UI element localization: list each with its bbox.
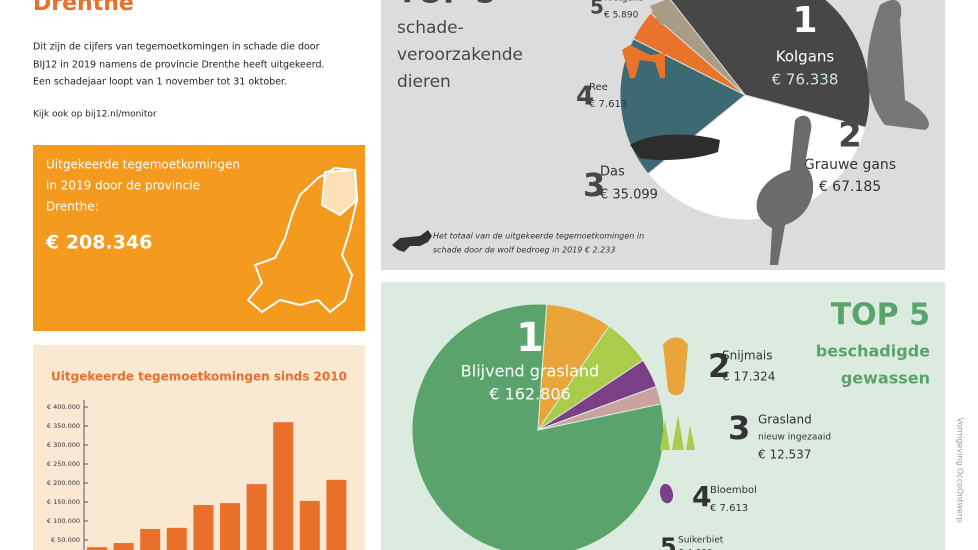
bar <box>166 527 187 550</box>
category-label: Snijmais <box>722 349 773 363</box>
value-label: € 4.666 <box>678 549 713 550</box>
rank: 1 <box>516 315 544 361</box>
bar <box>246 484 267 550</box>
summary-label: Drenthe: <box>46 200 99 214</box>
bar <box>220 503 240 550</box>
decor-icon <box>622 45 665 78</box>
animals-subtitle: veroorzakende <box>397 45 523 65</box>
decor-icon <box>659 483 674 504</box>
y-tick-label: € 350.000 <box>47 422 80 430</box>
value-label: € 7.613 <box>710 503 748 514</box>
intro-line: Een schadejaar loopt van 1 november tot … <box>33 77 287 88</box>
rank: 3 <box>583 166 605 204</box>
decor-icon <box>630 134 720 160</box>
category-label: Suikerbiet <box>678 536 724 546</box>
bar <box>193 505 214 550</box>
value-label: € 12.537 <box>758 448 811 462</box>
intro-line: BIJ12 in 2019 namens de provincie Drenth… <box>33 60 325 71</box>
summary-box <box>33 145 365 331</box>
animals-subtitle: dieren <box>397 72 451 92</box>
y-tick-label: € 50.000 <box>51 536 80 544</box>
pie-slice <box>537 385 662 431</box>
crops-subtitle: beschadigde <box>816 342 930 361</box>
y-tick-label: € 100.000 <box>47 517 80 525</box>
map-drenthe <box>320 168 359 217</box>
page-title: Drenthe <box>33 0 134 16</box>
summary-label: in 2019 door de provincie <box>46 179 200 193</box>
bar <box>87 547 107 550</box>
category-label: Ree <box>589 82 608 93</box>
bar <box>140 528 161 550</box>
intro-line: Dit zijn de cijfers van tegemoetkomingen… <box>33 42 320 53</box>
rank: 5 <box>660 533 677 550</box>
value-label: € 7.613 <box>589 99 627 110</box>
bar <box>273 422 294 550</box>
y-tick-label: € 400.000 <box>47 403 80 411</box>
category-label: Blijvend grasland <box>461 362 599 381</box>
rank: 2 <box>708 347 730 385</box>
bar-chart-title: Uitgekeerde tegemoetkomingen sinds 2010 <box>51 370 347 384</box>
value-label: € 35.099 <box>600 188 658 203</box>
rank: 3 <box>728 409 750 447</box>
category-label: Das <box>600 165 625 180</box>
animals-title: TOP 5 <box>397 0 496 11</box>
value-label: € 67.185 <box>819 179 881 195</box>
value-label: € 5.890 <box>604 11 639 21</box>
category-note: nieuw ingezaaid <box>758 433 831 443</box>
wolf-icon <box>392 230 432 252</box>
rank: 4 <box>576 82 594 112</box>
animals-subtitle: schade- <box>397 18 464 38</box>
category-label: Bloembol <box>710 485 757 496</box>
value-label: € 162.806 <box>489 385 570 404</box>
decor-icon <box>756 115 814 265</box>
credit: Vormgeving OccoOntwerp <box>956 418 965 523</box>
summary-label: Uitgekeerde tegemoetkomingen <box>46 158 240 172</box>
decor-icon <box>660 415 695 450</box>
crops-title: TOP 5 <box>831 298 930 333</box>
decor-icon <box>650 0 678 25</box>
crops-subtitle: gewassen <box>841 369 930 388</box>
category-label: Grasland <box>758 413 812 427</box>
y-tick-label: € 250.000 <box>47 460 80 468</box>
y-tick-label: € 300.000 <box>47 441 80 449</box>
bar <box>299 500 320 550</box>
category-label: Kolgans <box>776 48 835 66</box>
category-label: Rietgans <box>604 0 644 4</box>
wolf-note: schade door de wolf bedroeg in 2019 € 2.… <box>433 246 615 255</box>
value-label: € 76.338 <box>772 71 839 89</box>
y-tick-label: € 200.000 <box>47 479 80 487</box>
rank: 2 <box>838 116 862 156</box>
bar <box>326 479 347 550</box>
bar <box>113 543 134 550</box>
rank: 5 <box>590 0 604 19</box>
decor-icon <box>867 0 929 130</box>
decor-icon <box>663 337 688 396</box>
y-tick-label: € 150.000 <box>47 498 80 506</box>
category-label: Grauwe gans <box>804 157 896 173</box>
rank: 4 <box>692 480 711 513</box>
summary-amount: € 208.346 <box>45 232 152 254</box>
link: Kijk ook op bij12.nl/monitor <box>33 110 157 120</box>
rank: 1 <box>792 0 817 41</box>
wolf-note: Het totaal van de uitgekeerde tegemoetko… <box>433 232 644 241</box>
value-label: € 17.324 <box>722 370 775 384</box>
